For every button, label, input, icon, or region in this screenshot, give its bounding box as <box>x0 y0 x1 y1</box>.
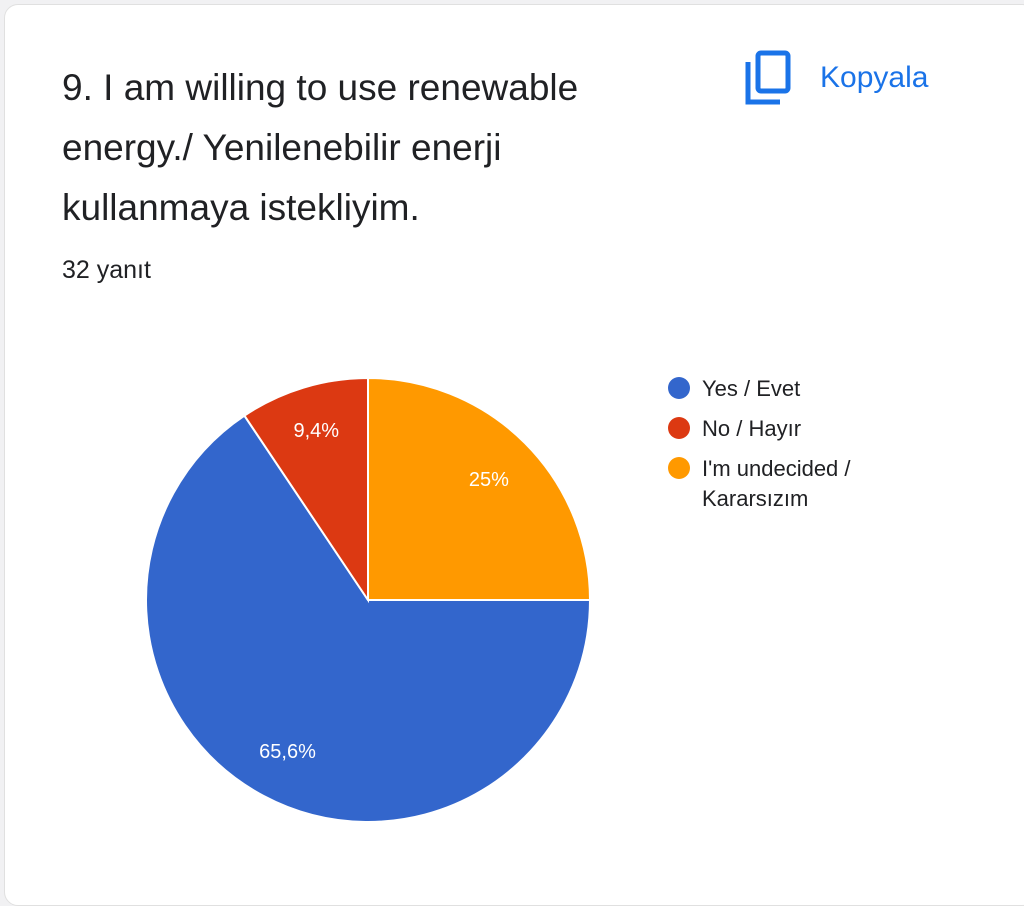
legend-dot-icon <box>668 377 690 399</box>
slice-label: 65,6% <box>259 741 316 763</box>
legend-dot-icon <box>668 417 690 439</box>
question-title: 9. I am willing to use renewable energy.… <box>62 67 579 228</box>
pie-slice-0[interactable] <box>145 414 592 823</box>
legend-item[interactable]: No / Hayır <box>668 414 922 444</box>
legend-item[interactable]: I'm undecided / Kararsızım <box>668 454 922 514</box>
slice-label: 9,4% <box>294 420 340 442</box>
legend-label: No / Hayır <box>702 416 802 441</box>
copy-icon <box>745 50 791 105</box>
pie-slice-1[interactable] <box>242 376 369 604</box>
legend-label: I'm undecided / Kararsızım <box>702 456 851 511</box>
legend: Yes / Evet No / Hayır I'm undecided / Kara… <box>668 374 922 524</box>
copy-label: Kopyala <box>820 61 929 94</box>
slice-label: 25% <box>469 469 509 491</box>
legend-dot-icon <box>668 457 690 479</box>
pie-slice-2[interactable] <box>367 376 592 601</box>
copy-button[interactable]: Kopyala <box>744 50 928 106</box>
legend-label: Yes / Evet <box>702 376 801 401</box>
response-count: 32 yanıt <box>62 256 151 284</box>
legend-item[interactable]: Yes / Evet <box>668 374 922 404</box>
